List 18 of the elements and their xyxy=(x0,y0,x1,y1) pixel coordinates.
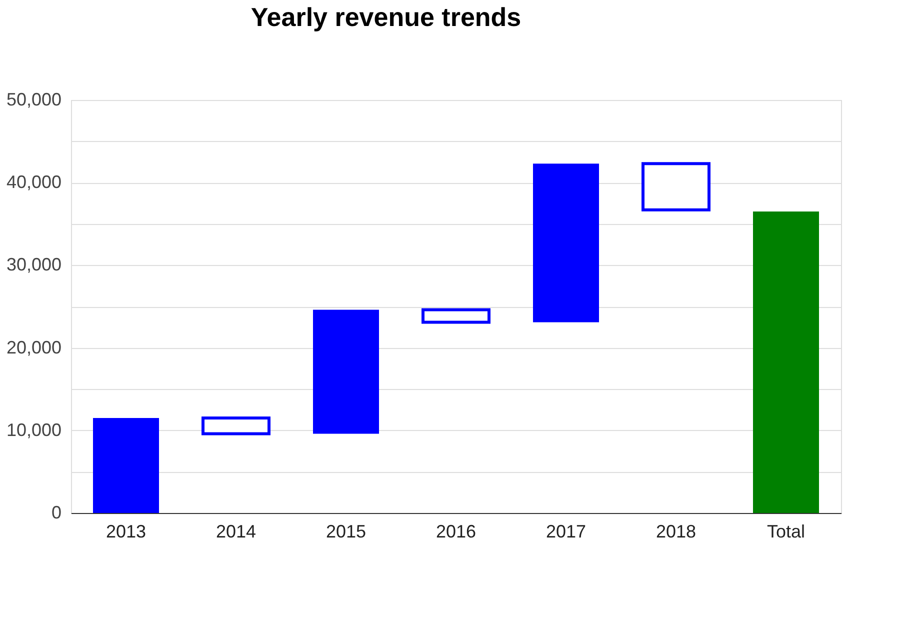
x-tick-label: 2016 xyxy=(436,522,476,542)
y-tick-label: 0 xyxy=(51,502,62,522)
bar xyxy=(313,310,379,434)
y-tick-label: 10,000 xyxy=(6,420,62,440)
y-tick-label: 30,000 xyxy=(6,254,62,275)
x-tick-label: 2017 xyxy=(546,522,586,542)
x-tick-label: 2014 xyxy=(216,522,256,542)
x-tick-label: 2015 xyxy=(326,522,366,542)
x-tick-label: 2013 xyxy=(106,522,146,542)
bar xyxy=(93,418,159,513)
x-tick-label: Total xyxy=(766,522,806,542)
y-tick-label: 20,000 xyxy=(6,337,62,358)
bar xyxy=(533,164,599,322)
y-tick-label: 40,000 xyxy=(6,172,62,192)
bar xyxy=(753,212,819,513)
chart-title: Yearly revenue trends xyxy=(250,2,522,32)
x-tick-label: 2018 xyxy=(656,522,696,542)
y-tick-label: 50,000 xyxy=(6,90,62,110)
